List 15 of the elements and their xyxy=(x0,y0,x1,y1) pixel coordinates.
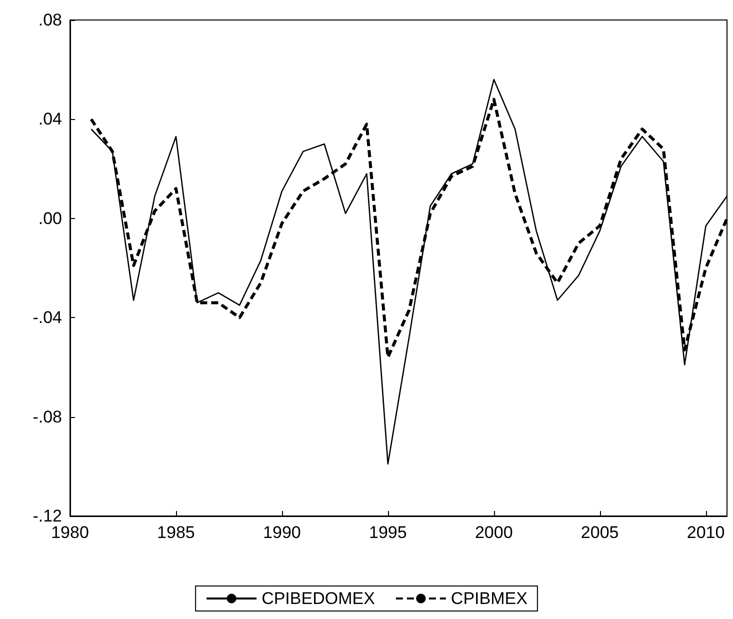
y-tick-label: .00 xyxy=(38,208,62,228)
y-tick-label: -.08 xyxy=(32,407,62,426)
y-tick-label: .08 xyxy=(38,10,62,30)
legend-label: CPIBEDOMEX xyxy=(262,589,375,608)
y-tick-label: .04 xyxy=(38,110,62,129)
legend-label: CPIBMEX xyxy=(450,589,528,608)
x-tick-label: 1980 xyxy=(51,523,89,542)
x-tick-label: 1985 xyxy=(157,523,195,542)
x-tick-label: 2010 xyxy=(686,523,725,542)
x-tick-label: 1990 xyxy=(263,523,301,542)
x-tick-label: 1995 xyxy=(368,523,407,542)
x-tick-label: 2005 xyxy=(580,523,619,542)
y-tick-label: -.12 xyxy=(32,506,62,526)
y-tick-label: -.04 xyxy=(32,308,62,328)
x-tick-label: 2000 xyxy=(474,523,513,542)
